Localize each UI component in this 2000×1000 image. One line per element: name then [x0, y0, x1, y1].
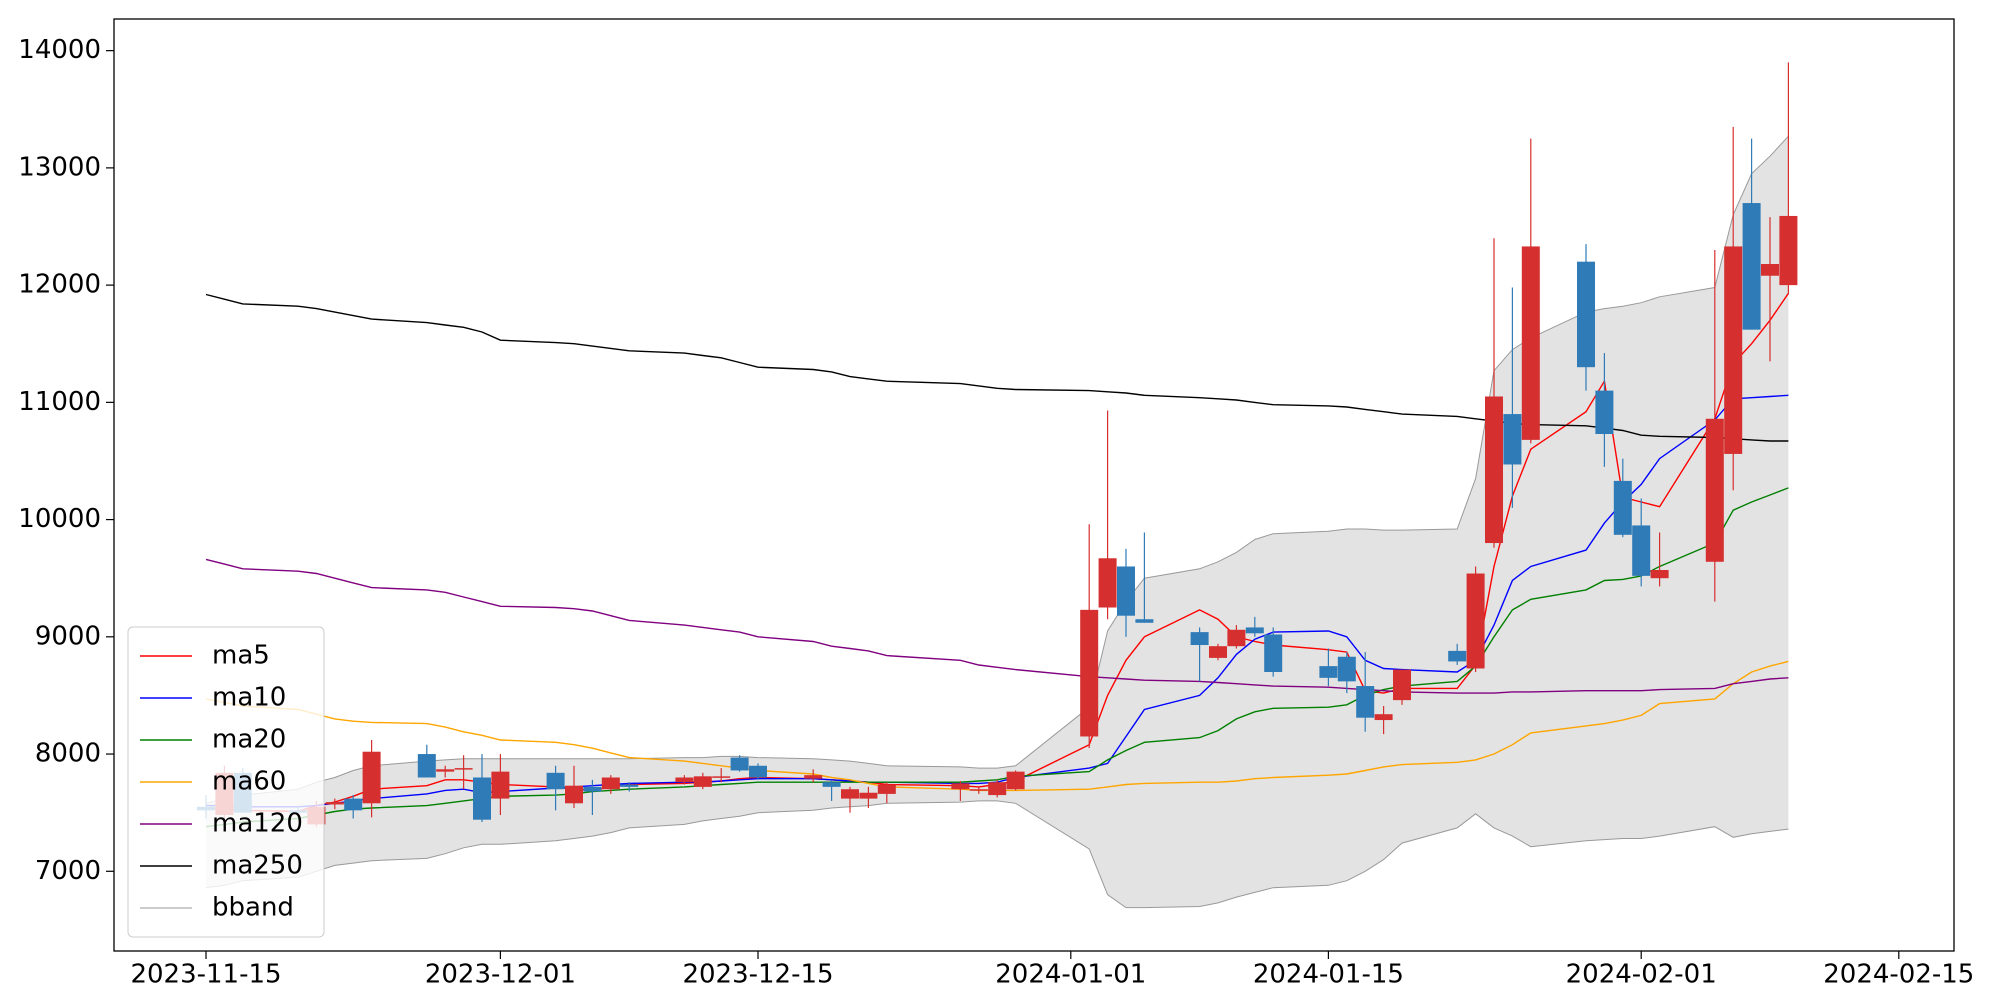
candle-body [1613, 480, 1632, 535]
candle-body [565, 785, 583, 804]
candle-body [1080, 609, 1099, 737]
candle-body [859, 792, 878, 799]
axes: 7000 8000 9000 10000 11000 12000 13000 14000 202… [18, 35, 1974, 989]
bband-area [206, 136, 1789, 908]
candle-body [1632, 525, 1651, 576]
candle-body [1650, 569, 1669, 579]
candle-body [1264, 634, 1283, 672]
candle-body [546, 772, 565, 790]
candle-body [1577, 261, 1595, 368]
x-tick-label: 2023-11-15 [130, 960, 281, 990]
candle-body [583, 786, 602, 792]
candle-body [1190, 632, 1209, 646]
x-tick-label: 2024-01-01 [995, 960, 1146, 990]
plot-area [197, 62, 1798, 909]
candle-body [1356, 686, 1375, 718]
legend-label: ma250 [212, 851, 303, 881]
candle-body [601, 777, 620, 790]
candle-body [1742, 203, 1761, 330]
candle-body [1245, 627, 1264, 634]
candle-body [362, 751, 381, 804]
x-tick-label: 2024-02-15 [1823, 960, 1974, 990]
candle-body [1503, 414, 1522, 465]
x-tick-label: 2023-12-15 [682, 960, 833, 990]
candle-body [1227, 629, 1246, 647]
bband-line [205, 800, 1789, 909]
y-tick-label: 12000 [18, 270, 101, 300]
candle-body [877, 784, 896, 794]
y-tick-label: 11000 [18, 387, 101, 417]
legend-label: ma20 [212, 725, 286, 755]
candle-body [693, 776, 712, 787]
candle-body [1374, 714, 1393, 721]
candle-body [1466, 573, 1485, 669]
candle-body [804, 775, 823, 779]
candle-body [730, 757, 749, 771]
y-tick-label: 7000 [35, 856, 101, 886]
legend-label: ma10 [212, 683, 286, 713]
y-tick-label: 10000 [18, 504, 101, 534]
plot-frame [113, 18, 1955, 952]
candle-body [1705, 418, 1724, 562]
candle-body [620, 784, 639, 787]
candle-body [1117, 566, 1135, 616]
y-tick-label: 14000 [18, 35, 101, 65]
legend: ma5 ma10 ma20 ma60 ma120 ma250 bband [127, 626, 325, 938]
ma-line [205, 487, 1789, 828]
candle-body [473, 777, 491, 820]
candle-body [436, 769, 455, 772]
candle-body [712, 776, 731, 778]
candle-body [491, 771, 510, 799]
candle-body [1761, 264, 1779, 276]
candle-body [1209, 646, 1227, 658]
candle-body [1448, 650, 1467, 662]
x-tick-label: 2023-12-01 [425, 960, 576, 990]
candle-body [1098, 558, 1117, 608]
candle-body [988, 782, 1007, 796]
ma-line [205, 558, 1789, 694]
candle-body [969, 789, 988, 791]
x-tick-label: 2024-02-01 [1566, 960, 1717, 990]
x-tick-label: 2024-01-15 [1253, 960, 1404, 990]
candle-body [344, 798, 363, 811]
candle-body [1779, 215, 1798, 286]
candle-body [951, 783, 970, 790]
candle-body [1724, 246, 1743, 454]
candle-body [417, 754, 436, 778]
y-tick-label: 8000 [35, 739, 101, 769]
candle-body [1337, 656, 1356, 682]
candle-body [1521, 246, 1540, 440]
y-tick-label: 13000 [18, 152, 101, 182]
candle-body [749, 765, 767, 778]
candle-body [1485, 396, 1503, 544]
legend-label: ma120 [212, 809, 303, 839]
candle-body [454, 768, 473, 770]
candle-body [1135, 619, 1154, 623]
candle-body [841, 789, 859, 799]
candle-body [325, 802, 344, 805]
candle-body [1393, 669, 1411, 701]
candle-body [675, 777, 694, 783]
candle-body [1319, 666, 1338, 678]
candle-body [1595, 390, 1614, 435]
legend-box [127, 626, 325, 938]
candle-body [1006, 771, 1025, 790]
candle-body [822, 782, 841, 787]
legend-label: ma60 [212, 767, 286, 797]
legend-label: ma5 [212, 641, 270, 671]
y-tick-label: 9000 [35, 621, 101, 651]
legend-label: bband [212, 893, 294, 923]
